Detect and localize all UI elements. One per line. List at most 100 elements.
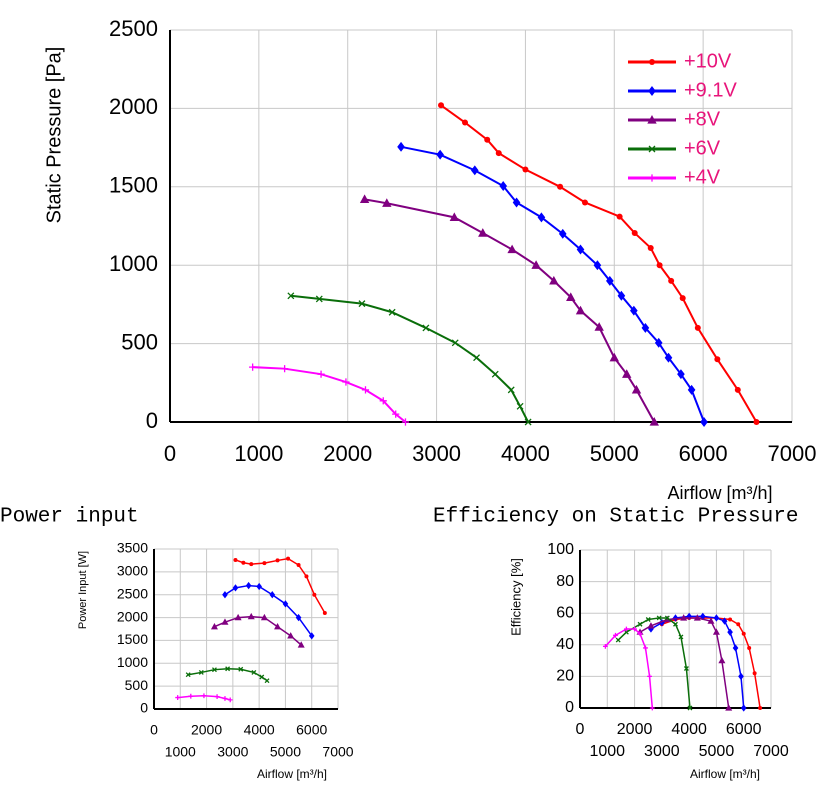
marker xyxy=(623,629,629,635)
series-line xyxy=(400,145,705,423)
marker xyxy=(656,262,663,269)
marker xyxy=(358,300,366,308)
x-tick-label: 0 xyxy=(150,722,158,738)
marker xyxy=(185,672,191,678)
y-tick-label: 1500 xyxy=(109,173,158,198)
marker xyxy=(249,363,257,371)
marker xyxy=(478,228,488,237)
x-tick-label: 0 xyxy=(576,721,585,738)
marker xyxy=(308,632,315,640)
marker xyxy=(679,295,686,302)
marker xyxy=(214,694,220,700)
marker xyxy=(656,615,662,621)
marker xyxy=(247,612,255,620)
chart: Efficiency on Static Pressure 0 20 40 60 80 10… xyxy=(433,506,798,782)
series-line xyxy=(604,628,654,709)
marker xyxy=(725,704,733,711)
marker xyxy=(632,626,637,632)
marker xyxy=(491,370,499,378)
legend-label: +8V xyxy=(684,108,721,130)
marker xyxy=(188,693,194,699)
marker xyxy=(175,695,181,700)
marker xyxy=(630,305,638,316)
marker xyxy=(631,230,638,237)
x-tick-label: 7000 xyxy=(768,441,817,466)
x-tick-label: 5000 xyxy=(590,441,639,466)
x-tick-label: 1000 xyxy=(165,744,196,760)
marker xyxy=(210,622,218,630)
marker xyxy=(558,228,567,239)
marker xyxy=(664,352,673,363)
marker xyxy=(747,645,752,650)
chart-title: Efficiency on Static Pressure xyxy=(433,506,798,529)
marker xyxy=(637,621,643,627)
marker xyxy=(593,260,602,271)
marker xyxy=(647,244,654,251)
marker xyxy=(388,308,396,316)
series-line xyxy=(235,557,326,614)
marker xyxy=(436,149,444,160)
y-tick-label: 100 xyxy=(547,541,574,558)
marker xyxy=(304,574,309,579)
series-line xyxy=(617,617,691,709)
x-tick-label: 6000 xyxy=(679,441,728,466)
y-tick-label: 3000 xyxy=(117,563,148,579)
marker xyxy=(392,410,400,418)
series-line xyxy=(290,294,529,423)
marker xyxy=(741,631,746,636)
marker xyxy=(296,563,301,567)
marker xyxy=(379,397,387,405)
marker xyxy=(622,369,632,378)
marker xyxy=(683,666,689,671)
marker xyxy=(631,384,642,394)
x-axis-label: Airflow [m³/h] xyxy=(690,767,760,781)
marker xyxy=(687,384,696,395)
marker xyxy=(315,295,323,303)
x-tick-label: 4000 xyxy=(244,722,275,738)
marker xyxy=(537,212,546,223)
legend-label: +9.1V xyxy=(684,79,737,101)
marker xyxy=(451,339,459,347)
chart: 0 500 1000 1500 2000 2500 0 1000 2000 3000 4000 500… xyxy=(43,16,816,503)
marker xyxy=(557,183,564,190)
marker xyxy=(606,275,614,286)
marker xyxy=(615,637,621,643)
y-tick-label: 2500 xyxy=(117,585,148,601)
x-tick-label: 4000 xyxy=(671,721,707,738)
marker xyxy=(295,613,302,622)
marker xyxy=(322,611,327,615)
marker xyxy=(251,669,257,675)
marker xyxy=(312,592,317,597)
chart-title: Power input xyxy=(0,506,139,529)
marker xyxy=(201,693,207,699)
marker xyxy=(422,324,430,332)
marker xyxy=(524,418,532,426)
x-tick-label: 3000 xyxy=(644,743,680,760)
marker xyxy=(342,378,350,386)
x-tick-label: 0 xyxy=(164,441,176,466)
marker xyxy=(221,618,229,625)
marker xyxy=(281,365,289,373)
marker xyxy=(581,199,588,206)
marker xyxy=(516,402,524,410)
marker xyxy=(707,617,715,624)
x-tick-label: 1000 xyxy=(234,441,283,466)
x-tick-label: 2000 xyxy=(191,722,222,738)
marker xyxy=(649,417,659,426)
marker xyxy=(753,419,760,425)
marker xyxy=(677,369,685,380)
y-tick-label: 1000 xyxy=(117,654,148,670)
chart: Power input 0 500 1000 1500 2000 2500 3000 3500 0… xyxy=(0,506,354,782)
marker xyxy=(647,622,655,629)
y-tick-label: 0 xyxy=(140,700,148,716)
marker xyxy=(566,292,576,301)
marker xyxy=(576,244,585,255)
marker xyxy=(694,324,701,331)
marker xyxy=(531,260,541,269)
marker xyxy=(297,641,305,648)
legend-label: +10V xyxy=(684,50,732,72)
marker xyxy=(549,275,559,285)
marker xyxy=(728,617,733,622)
marker xyxy=(680,614,688,621)
marker xyxy=(575,305,586,315)
